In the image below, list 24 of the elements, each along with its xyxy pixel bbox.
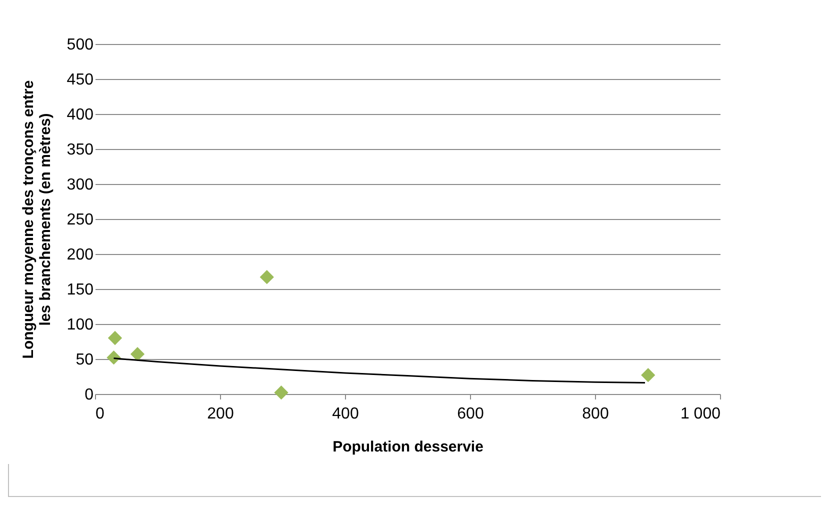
point: [260, 270, 274, 284]
x-tick-label: 200: [207, 406, 234, 422]
point: [108, 330, 122, 346]
y-tick-label: 400: [66, 106, 94, 124]
x-tick-label: 600: [457, 406, 484, 422]
point: [274, 386, 288, 400]
y-tick-label: 50: [76, 352, 94, 368]
y-tick-label: 500: [66, 36, 94, 54]
y-tick-label: 150: [66, 282, 94, 298]
x-tick-label: 1 000: [680, 406, 721, 422]
y-tick-label: 300: [66, 176, 94, 194]
y-tick-label: 200: [66, 246, 94, 264]
x-tick-label: 0: [96, 406, 104, 422]
y-tick-label: 450: [66, 72, 94, 88]
y-tick-label: 250: [66, 212, 94, 228]
point: [130, 347, 145, 362]
point: [641, 368, 656, 382]
x-tick-label: 400: [332, 406, 359, 422]
y-tick-label: 350: [66, 142, 94, 158]
x-axis-title: Population desservie: [332, 438, 484, 456]
x-tick-label: 800: [582, 406, 609, 422]
y-tick-label: 100: [66, 316, 94, 334]
y-tick-label: 0: [84, 386, 94, 404]
y-axis-title: Longueur moyenne des tronçons entre les branchements (en mètres): [20, 80, 54, 359]
